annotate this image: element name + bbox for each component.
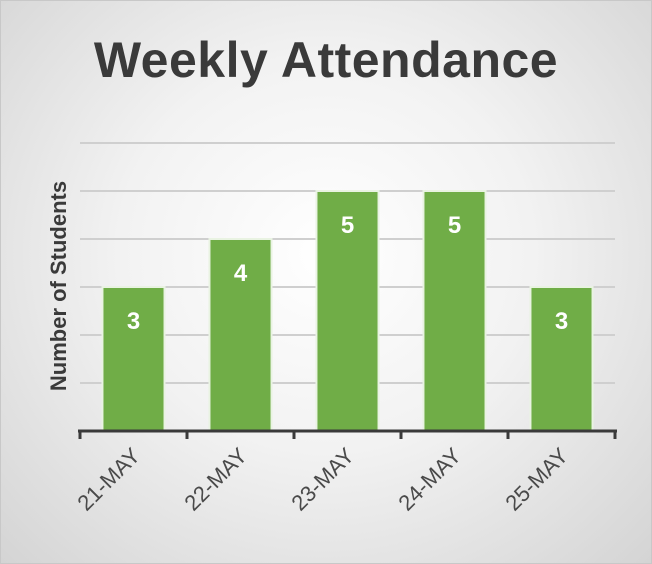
chart-title: Weekly Attendance xyxy=(93,32,559,88)
data-label: 3 xyxy=(127,308,140,335)
data-label: 5 xyxy=(448,212,461,239)
data-label: 5 xyxy=(341,212,354,239)
x-tick-label: 21-MAY xyxy=(72,443,145,516)
x-tick-label: 25-MAY xyxy=(500,443,573,516)
x-tick-label: 22-MAY xyxy=(179,443,252,516)
data-label: 4 xyxy=(234,260,248,287)
x-tick-label: 24-MAY xyxy=(393,443,466,516)
data-label: 3 xyxy=(555,308,568,335)
bar xyxy=(101,286,166,432)
x-tick-label: 23-MAY xyxy=(286,443,359,516)
